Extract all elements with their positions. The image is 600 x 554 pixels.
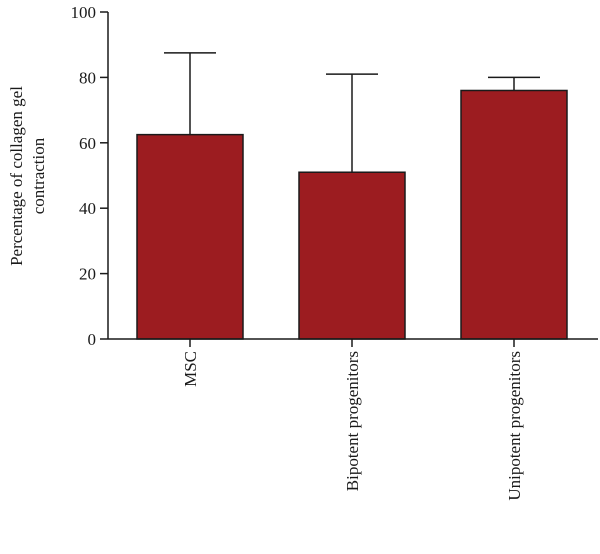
- y-tick-label-0: 0: [88, 330, 97, 349]
- y-tick-label-4: 80: [79, 68, 96, 87]
- bar-0: [136, 133, 244, 340]
- x-label-1: Bipotent progenitors: [343, 351, 362, 491]
- bar-1: [298, 171, 406, 340]
- y-tick-label-1: 20: [79, 265, 96, 284]
- y-ticks-group: 0 20 40 60 80 100: [71, 3, 108, 349]
- y-axis-title-line-1: Percentage of collagen gel: [7, 86, 26, 266]
- axes-group: [107, 12, 598, 347]
- y-axis-title-line-2: contraction: [29, 137, 48, 214]
- error-bars-group: [164, 52, 540, 173]
- y-axis-title: Percentage of collagen gel contraction: [7, 86, 48, 266]
- x-label-2: Unipotent progenitors: [505, 351, 524, 501]
- x-labels-group: MSC Bipotent progenitors Unipotent progeni…: [181, 351, 524, 501]
- y-tick-label-2: 40: [79, 199, 96, 218]
- y-tick-label-3: 60: [79, 134, 96, 153]
- bar-2: [460, 89, 568, 340]
- x-label-0: MSC: [181, 351, 200, 387]
- y-tick-label-5: 100: [71, 3, 97, 22]
